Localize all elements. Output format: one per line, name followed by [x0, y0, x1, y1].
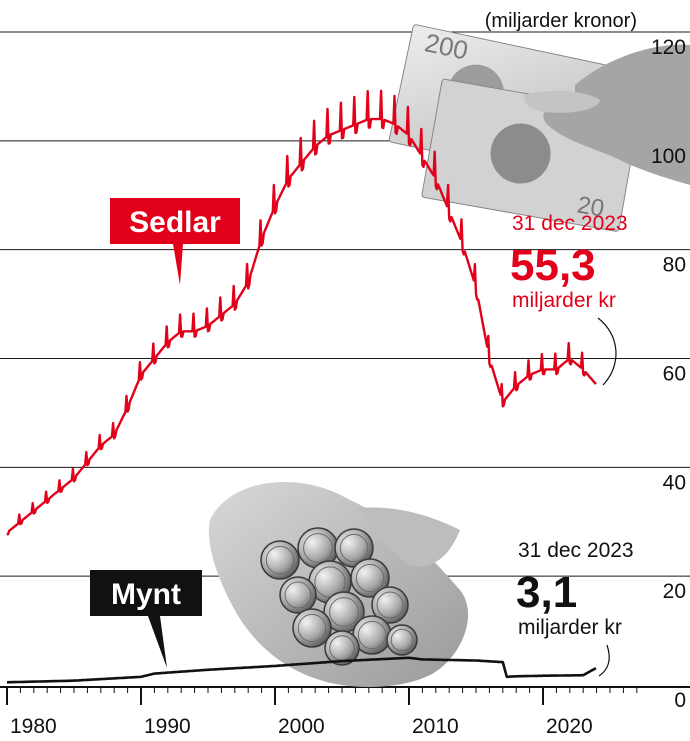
coin-rim: [297, 613, 327, 643]
y-tick-label: 60: [663, 363, 686, 386]
series-label-sedlar: Sedlar: [129, 206, 221, 239]
axis-ticks: 120 100 80 60 40 20 0 (miljarder kronor) 1980 199…: [10, 10, 686, 738]
x-tick-label: 1980: [10, 715, 57, 738]
label-box-mynt: [90, 570, 202, 616]
mynt-annotation-value: 3,1: [516, 568, 577, 617]
label-pointer-mynt: [148, 616, 167, 668]
y-tick-label: 20: [663, 580, 686, 603]
y-tick-label: 100: [651, 145, 686, 168]
y-tick-label: 0: [674, 689, 686, 712]
coins-photo: [208, 481, 469, 687]
coin-rim: [357, 620, 387, 650]
sedlar-annotation-date: 31 dec 2023: [512, 212, 628, 235]
banknote-denomination: 20: [575, 191, 606, 222]
x-tick-label: 2000: [278, 715, 325, 738]
banknotes-photo: 200 20: [388, 24, 690, 232]
sedlar-annotation-value: 55,3: [510, 241, 596, 290]
series-line-sedlar: [6, 89, 597, 536]
coin-rim: [265, 545, 295, 575]
coin-rim: [390, 628, 414, 652]
coin-rim: [329, 597, 359, 627]
series-line-mynt: [6, 656, 597, 684]
sedlar-annotation-leader: [597, 317, 617, 386]
label-box-sedlar: [110, 198, 240, 244]
sedlar-annotation-unit: miljarder kr: [512, 289, 616, 312]
coin-rim: [284, 581, 312, 609]
x-tick-label: 2020: [546, 715, 593, 738]
y-tick-label: 40: [663, 471, 686, 494]
y-tick-label: 120: [651, 36, 686, 59]
mynt-annotation-leader: [598, 644, 610, 677]
mynt-annotation-unit: miljarder kr: [518, 616, 622, 639]
coin-rim: [355, 563, 385, 593]
coin-rim: [376, 591, 404, 619]
coin-rim: [339, 533, 369, 563]
coin-rim: [303, 533, 333, 563]
series-layer: [6, 89, 597, 684]
y-axis-unit-label: (miljarder kronor): [485, 10, 637, 32]
label-pointer-sedlar: [173, 244, 183, 285]
x-tick-label: 2010: [412, 715, 459, 738]
y-tick-label: 80: [663, 254, 686, 277]
series-label-mynt: Mynt: [111, 578, 181, 611]
x-tick-label: 1990: [144, 715, 191, 738]
mynt-annotation-date: 31 dec 2023: [518, 539, 634, 562]
